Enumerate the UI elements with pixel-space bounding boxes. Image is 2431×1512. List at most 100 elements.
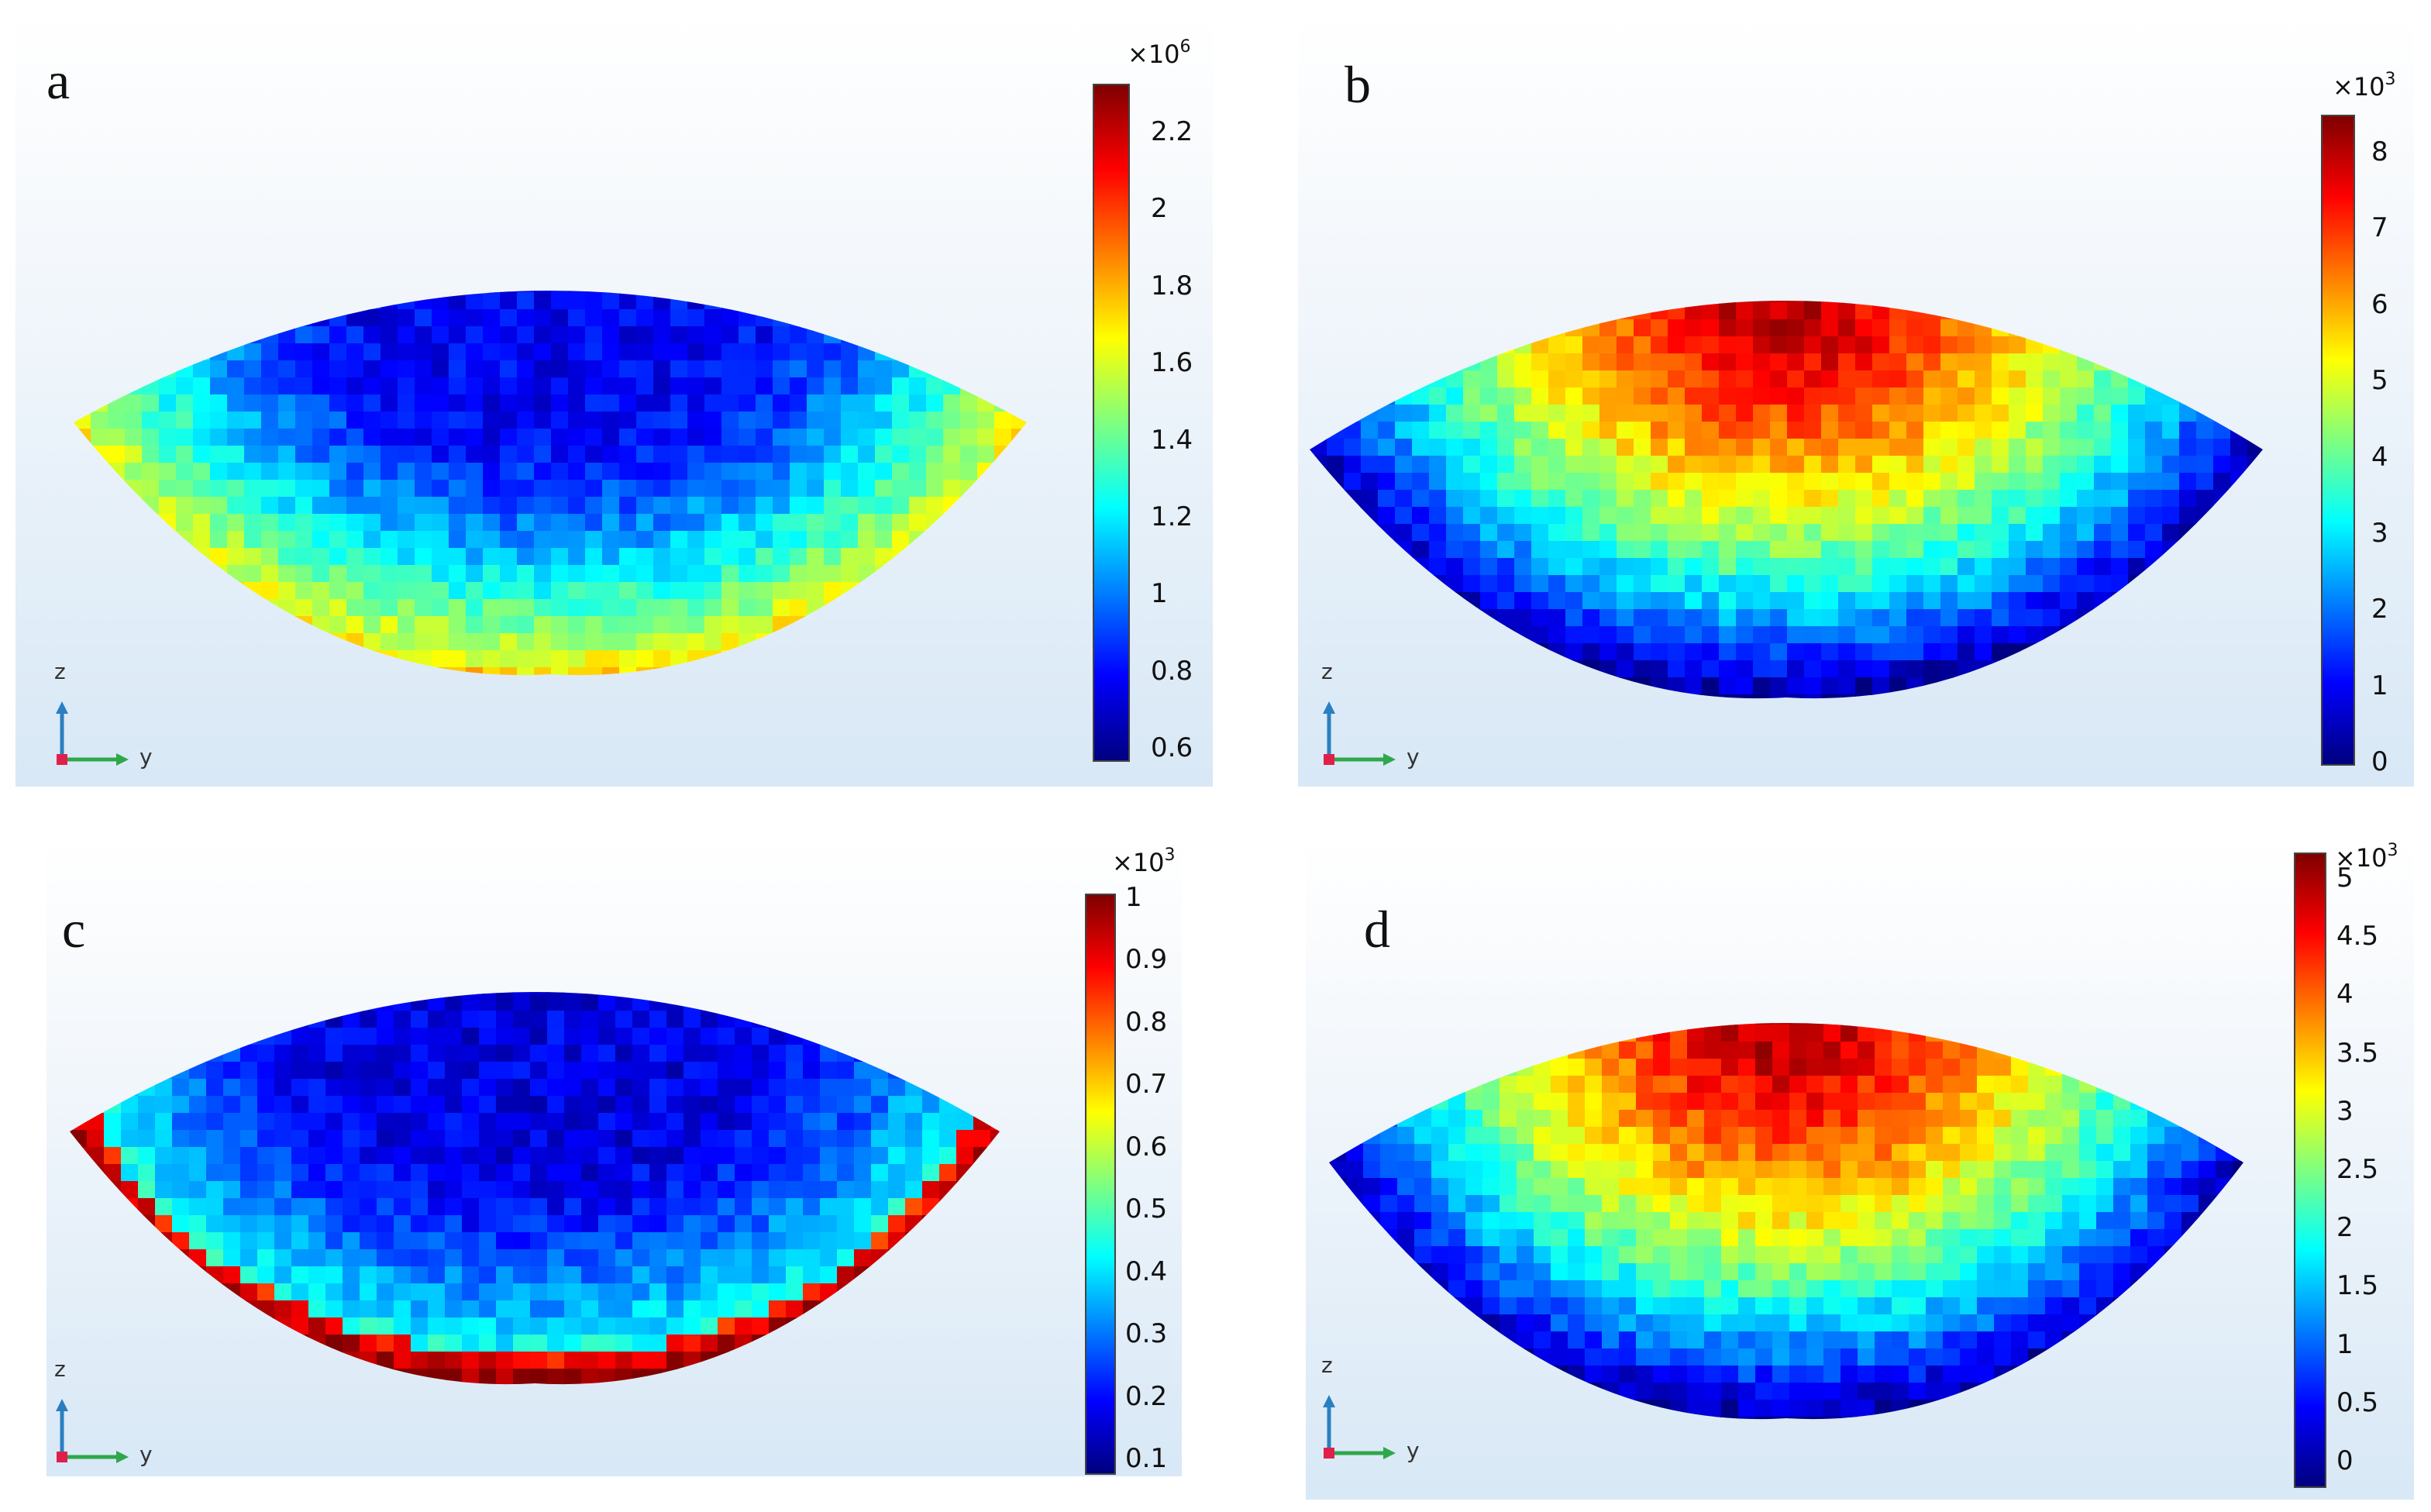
- field-cell: [619, 343, 637, 361]
- field-cell: [636, 616, 654, 634]
- field-cell: [1634, 490, 1651, 508]
- field-cell: [445, 1352, 463, 1369]
- field-cell: [1772, 1229, 1790, 1247]
- field-cell: [1565, 456, 1583, 474]
- y-axis-arrowhead: [116, 1451, 129, 1463]
- field-cell: [1565, 524, 1583, 542]
- field-cell: [547, 1232, 565, 1250]
- field-cell: [398, 565, 415, 583]
- field-cell: [1617, 660, 1634, 678]
- field-cell: [261, 480, 279, 498]
- field-cell: [1551, 1246, 1568, 1264]
- field-cell: [837, 1181, 855, 1199]
- field-cell: [479, 1232, 497, 1250]
- field-cell: [1838, 643, 1856, 661]
- field-cell: [517, 531, 535, 549]
- field-cell: [1770, 507, 1788, 525]
- field-cell: [2096, 1093, 2114, 1111]
- field-cell: [2009, 473, 2026, 491]
- field-cell: [534, 343, 552, 361]
- field-cell: [1480, 473, 1498, 491]
- field-cell: [1431, 1212, 1449, 1230]
- field-cell: [380, 582, 398, 600]
- field-cell: [1414, 1110, 1432, 1128]
- field-cell: [752, 1130, 770, 1148]
- field-cell: [1804, 473, 1822, 491]
- field-cell: [905, 1181, 923, 1199]
- field-cell: [530, 1028, 548, 1045]
- field-cell: [841, 446, 859, 463]
- field-cell: [291, 1232, 309, 1250]
- field-cell: [1514, 490, 1532, 508]
- field-cell: [1668, 353, 1686, 371]
- field-cell: [2011, 1127, 2029, 1145]
- field-cell: [875, 497, 893, 515]
- field-cell: [837, 1164, 855, 1182]
- field-cell: [1940, 626, 1958, 644]
- field-cell: [1906, 319, 1924, 337]
- field-cell: [257, 1113, 275, 1131]
- field-cell: [670, 616, 688, 634]
- field-cell: [2045, 1178, 2063, 1196]
- field-cell: [1770, 405, 1788, 422]
- field-cell: [1804, 405, 1822, 422]
- field-cell: [721, 463, 739, 480]
- field-cell: [1585, 1144, 1603, 1162]
- field-cell: [994, 412, 1012, 429]
- field-cell: [598, 1198, 616, 1216]
- field-cell: [598, 1232, 616, 1250]
- field-cell: [377, 1147, 394, 1165]
- field-cell: [343, 1283, 360, 1301]
- field-cell: [483, 650, 501, 668]
- field-cell: [449, 343, 467, 361]
- field-cell: [2164, 1127, 2182, 1145]
- field-cell: [189, 1164, 207, 1182]
- field-cell: [1668, 490, 1686, 508]
- field-cell: [1548, 541, 1566, 559]
- field-cell: [530, 1300, 548, 1318]
- field-cell: [291, 1045, 309, 1063]
- field-cell: [329, 463, 347, 480]
- field-cell: [602, 497, 620, 515]
- field-cell: [291, 1113, 309, 1131]
- field-cell: [1940, 456, 1958, 474]
- field-cell: [1599, 592, 1617, 610]
- field-cell: [752, 1283, 770, 1301]
- field-cell: [125, 463, 143, 480]
- field-cell: [1977, 1246, 1995, 1264]
- field-cell: [1582, 524, 1600, 542]
- field-cell: [1548, 524, 1566, 542]
- field-cell: [547, 1011, 565, 1028]
- field-cell: [1412, 456, 1430, 474]
- field-cell: [1940, 592, 1958, 610]
- field-cell: [1958, 592, 1975, 610]
- field-cell: [1872, 387, 1890, 405]
- field-cell: [773, 599, 790, 617]
- field-cell: [752, 1317, 770, 1335]
- field-cell: [1823, 1059, 1841, 1076]
- field-cell: [261, 360, 279, 378]
- field-cell: [2045, 1161, 2063, 1179]
- field-cell: [1582, 507, 1600, 525]
- field-cell: [1653, 1144, 1671, 1162]
- field-cell: [343, 1198, 360, 1216]
- field-cell: [564, 1215, 582, 1233]
- field-cell: [1636, 1144, 1654, 1162]
- field-cell: [704, 377, 722, 395]
- field-cell: [564, 1028, 582, 1045]
- field-cell: [922, 1147, 940, 1165]
- field-cell: [615, 1113, 633, 1131]
- field-cell: [1702, 370, 1720, 388]
- field-cell: [483, 394, 501, 412]
- field-cell: [1772, 1110, 1790, 1128]
- field-cell: [718, 1181, 735, 1199]
- field-cell: [1719, 319, 1737, 337]
- field-cell: [1380, 1127, 1398, 1145]
- field-cell: [462, 1130, 480, 1148]
- field-cell: [428, 1062, 446, 1080]
- field-cell: [2162, 422, 2180, 439]
- field-cell: [121, 1147, 139, 1165]
- field-cell: [380, 616, 398, 634]
- field-cell: [210, 412, 228, 429]
- field-cell: [445, 994, 463, 1011]
